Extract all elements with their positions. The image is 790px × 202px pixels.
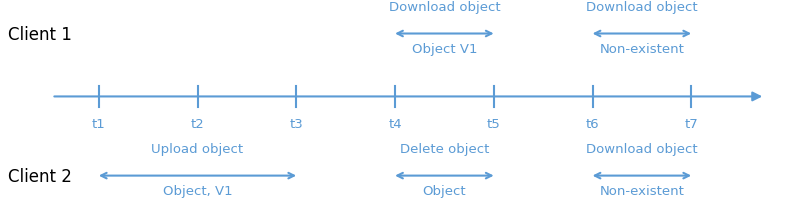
Text: t5: t5 xyxy=(487,117,501,130)
Text: Object: Object xyxy=(423,184,466,197)
Text: Upload object: Upload object xyxy=(152,143,243,156)
Text: Download object: Download object xyxy=(586,1,698,14)
Text: Download object: Download object xyxy=(389,1,500,14)
Text: t4: t4 xyxy=(388,117,402,130)
Text: Object V1: Object V1 xyxy=(412,42,477,55)
Text: Object, V1: Object, V1 xyxy=(163,184,232,197)
Text: t7: t7 xyxy=(684,117,698,130)
Text: Delete object: Delete object xyxy=(400,143,489,156)
Text: t6: t6 xyxy=(585,117,600,130)
Text: Non-existent: Non-existent xyxy=(600,184,684,197)
Text: Client 1: Client 1 xyxy=(8,25,72,43)
Text: t2: t2 xyxy=(190,117,205,130)
Text: Non-existent: Non-existent xyxy=(600,42,684,55)
Text: Download object: Download object xyxy=(586,143,698,156)
Text: t3: t3 xyxy=(289,117,303,130)
Text: t1: t1 xyxy=(92,117,106,130)
Text: Client 2: Client 2 xyxy=(8,167,72,185)
